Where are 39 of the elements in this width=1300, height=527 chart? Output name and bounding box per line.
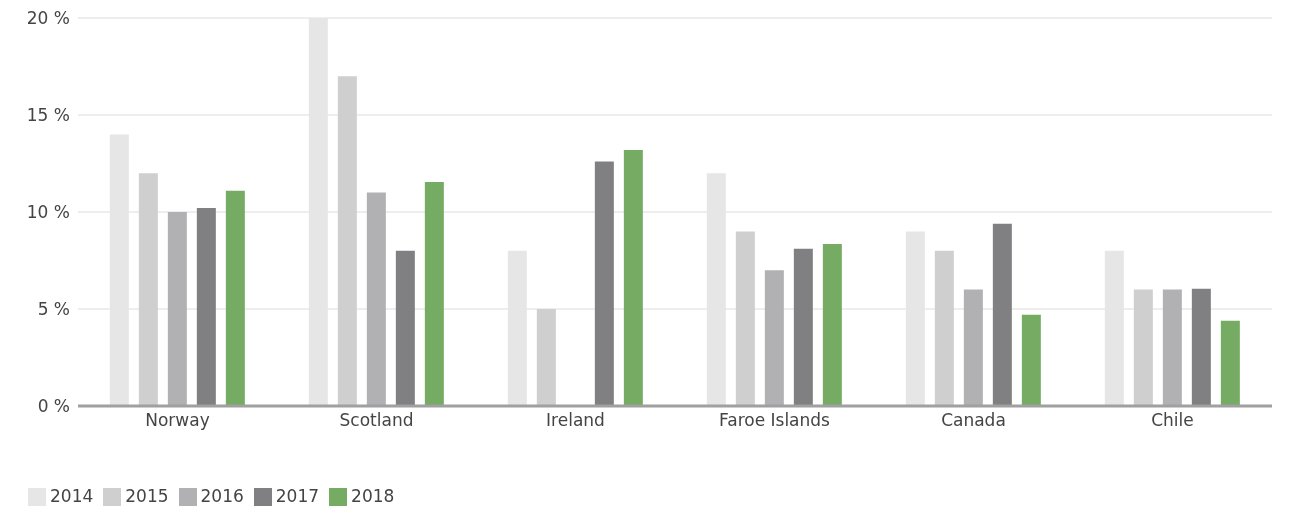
x-tick-label: Norway — [145, 410, 210, 431]
bar — [395, 250, 415, 406]
bar — [735, 231, 755, 406]
legend-label: 2015 — [125, 486, 169, 506]
bar — [1162, 289, 1182, 406]
legend-label: 2017 — [275, 486, 320, 506]
bar — [963, 289, 983, 406]
bar — [1021, 314, 1041, 406]
bar — [1133, 289, 1153, 406]
y-tick-label: 15 % — [26, 105, 70, 126]
bar — [337, 76, 357, 406]
y-tick-label: 10 % — [26, 202, 70, 223]
x-tick-label: Faroe Islands — [719, 410, 831, 431]
legend-label: 2014 — [50, 486, 94, 506]
bar — [793, 248, 813, 406]
y-tick-label: 5 % — [37, 299, 70, 320]
bar — [934, 250, 954, 406]
bar — [623, 149, 643, 406]
bar — [536, 309, 556, 406]
bar — [764, 270, 784, 406]
y-tick-label: 0 % — [37, 396, 70, 417]
y-tick-label: 20 % — [26, 8, 70, 29]
bar — [1220, 320, 1240, 406]
bar — [167, 212, 187, 406]
legend-label: 2016 — [200, 486, 244, 506]
x-tick-label: Canada — [941, 410, 1006, 431]
legend-label: 2018 — [351, 486, 395, 506]
bar — [1191, 288, 1211, 406]
bar — [992, 223, 1012, 406]
x-tick-label: Ireland — [546, 410, 605, 431]
bar — [225, 190, 245, 406]
bar — [138, 173, 158, 406]
x-tick-label: Chile — [1151, 410, 1194, 431]
bar — [196, 208, 216, 406]
bar — [424, 181, 444, 406]
x-tick-label: Scotland — [339, 410, 414, 431]
bar — [594, 161, 614, 406]
bar — [822, 244, 842, 406]
bar — [366, 192, 386, 406]
